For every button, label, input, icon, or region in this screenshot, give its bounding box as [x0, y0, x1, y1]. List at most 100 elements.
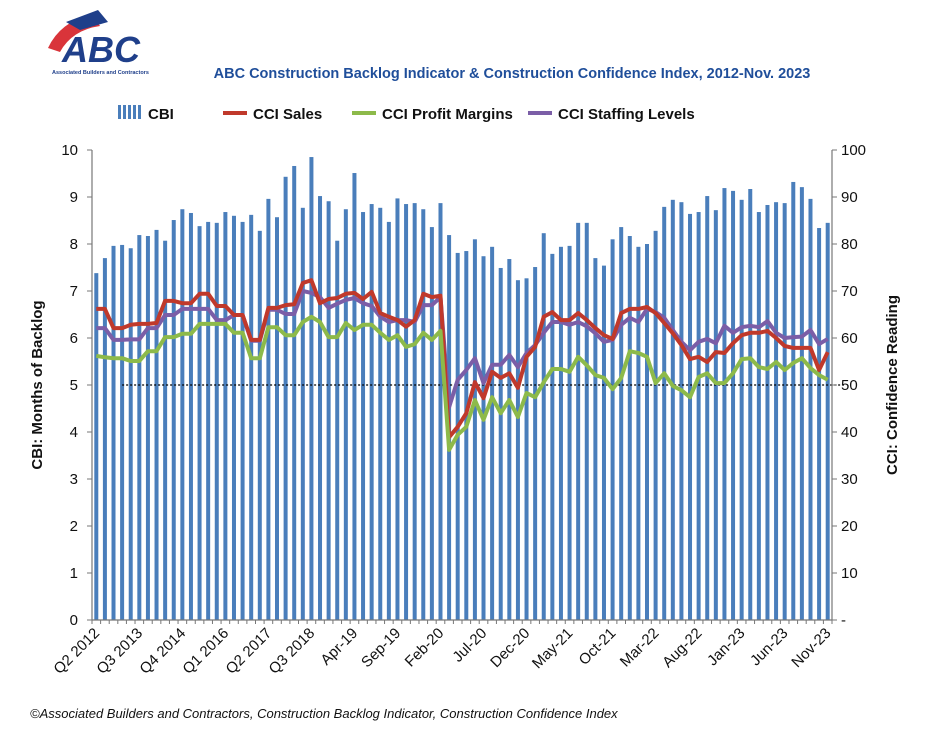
x-tick-label: Jun-23 [747, 625, 791, 669]
cbi-bar [825, 222, 830, 620]
cbi-bar [214, 222, 219, 620]
cbi-bar [429, 227, 434, 620]
cbi-bar [808, 198, 813, 620]
cbi-bar [231, 215, 236, 621]
y-tick-label: 2 [70, 518, 78, 535]
cbi-bar [524, 278, 529, 620]
legend-label: CCI Staffing Levels [558, 106, 695, 123]
legend-swatch-cbi [118, 105, 121, 119]
cbi-bar [645, 244, 649, 620]
cbi-bar [739, 199, 744, 620]
y-tick-label: 5 [70, 377, 78, 394]
y2-tick-label: 80 [841, 236, 858, 253]
y-tick-label: 9 [70, 189, 78, 206]
cbi-bar [593, 258, 598, 620]
y2-axis-title: CCI: Confidence Reading [884, 295, 901, 475]
cbi-bar [404, 204, 409, 621]
line-cci-staffing-levels [96, 289, 829, 410]
cbi-bar [748, 189, 753, 620]
legend: CBI CCI Sales CCI Profit Margins CCI Staffi… [118, 105, 695, 123]
cbi-bar [464, 251, 469, 621]
x-tick-label: Apr-19 [317, 625, 361, 669]
cbi-bar [696, 212, 701, 621]
cbi-bar [472, 239, 477, 621]
cbi-bar [300, 207, 305, 620]
y-tick-label: 10 [61, 142, 78, 159]
y-tick-label: 1 [70, 565, 78, 582]
cbi-bar [817, 228, 822, 620]
y2-tick-label: 60 [841, 330, 858, 347]
footnote: ©Associated Builders and Contractors, Co… [30, 706, 618, 721]
x-tick-label: Dec-20 [487, 625, 533, 671]
cbi-bar [249, 214, 254, 621]
x-tick-label: Q3 2013 [93, 625, 146, 678]
x-tick-label: Feb-20 [402, 625, 448, 671]
cbi-bar [318, 196, 323, 620]
cbi-bar [171, 220, 176, 620]
abc-logo: ABC Associated Builders and Contractors [48, 10, 149, 76]
y-tick-label: 0 [70, 612, 78, 629]
cbi-bar [326, 201, 331, 621]
cbi-bar [275, 217, 279, 620]
x-tick-label: May-21 [529, 625, 576, 672]
cbi-bar [386, 221, 391, 620]
plot-area: 0 1 2 3 4 5 6 7 8 9 10 - 10 20 30 40 50 60 70 80 90 100 Q2 201… [50, 142, 866, 678]
cbi-bar [309, 157, 314, 621]
cbi-bar [627, 236, 632, 620]
cbi-bar [283, 176, 288, 621]
cbi-bar [206, 221, 211, 620]
cbi-bar [782, 203, 787, 621]
cbi-bar [713, 210, 718, 620]
x-tick-label: Sep-19 [358, 625, 404, 671]
x-tick-label: Oct-21 [576, 625, 620, 669]
y2-tick-label: 100 [841, 142, 866, 159]
legend-swatch-cbi [133, 105, 136, 119]
x-tick-label: Q4 2014 [136, 625, 189, 678]
cbi-bar [584, 222, 589, 620]
cbi-bar [567, 245, 572, 620]
cbi-bar [774, 202, 779, 621]
cbi-bar [653, 230, 658, 620]
cbi-bar [188, 212, 193, 621]
cbi-bar [610, 239, 615, 621]
cbi-bar [266, 198, 271, 620]
y2-tick-label: - [841, 612, 846, 629]
cbi-bar [791, 181, 796, 620]
y2-tick-label: 50 [841, 377, 858, 394]
y2-tick-label: 70 [841, 283, 858, 300]
cbi-bar [378, 207, 383, 620]
cbi-bar [335, 240, 340, 620]
y2-tick-label: 30 [841, 471, 858, 488]
cbi-bar [662, 206, 667, 620]
x-tick-label: Aug-22 [659, 625, 705, 671]
x-tick-label: Q3 2018 [266, 625, 319, 678]
y-tick-label: 6 [70, 330, 78, 347]
legend-label: CCI Profit Margins [382, 106, 513, 123]
cbi-bar [481, 256, 486, 620]
cbi-bar [94, 273, 99, 620]
y-tick-label: 8 [70, 236, 78, 253]
cbi-bar [163, 240, 168, 620]
cbi-bar [369, 204, 374, 621]
cbi-bar [180, 209, 185, 620]
x-tick-label: Q2 2012 [50, 625, 103, 678]
cbi-bar [507, 259, 512, 620]
cbi-bar [670, 199, 675, 620]
cbi-bar [498, 267, 503, 620]
chart-title: ABC Construction Backlog Indicator & Con… [214, 66, 811, 82]
cbi-bar [223, 212, 228, 621]
y-tick-label: 3 [70, 471, 78, 488]
cbi-bar [361, 212, 366, 621]
cbi-bar [412, 203, 417, 621]
cbi-bar [765, 204, 770, 621]
cbi-bar [257, 230, 262, 620]
cbi-bar [576, 222, 581, 620]
line-cci-sales [96, 278, 830, 440]
y2-tick-label: 90 [841, 189, 858, 206]
x-tick-label: Q2 2017 [223, 625, 276, 678]
cbi-bar [490, 246, 495, 620]
legend-label: CBI [148, 106, 174, 123]
cbi-bar [731, 190, 736, 620]
x-tick-label: Nov-23 [788, 625, 834, 671]
cbi-bar [705, 196, 710, 620]
